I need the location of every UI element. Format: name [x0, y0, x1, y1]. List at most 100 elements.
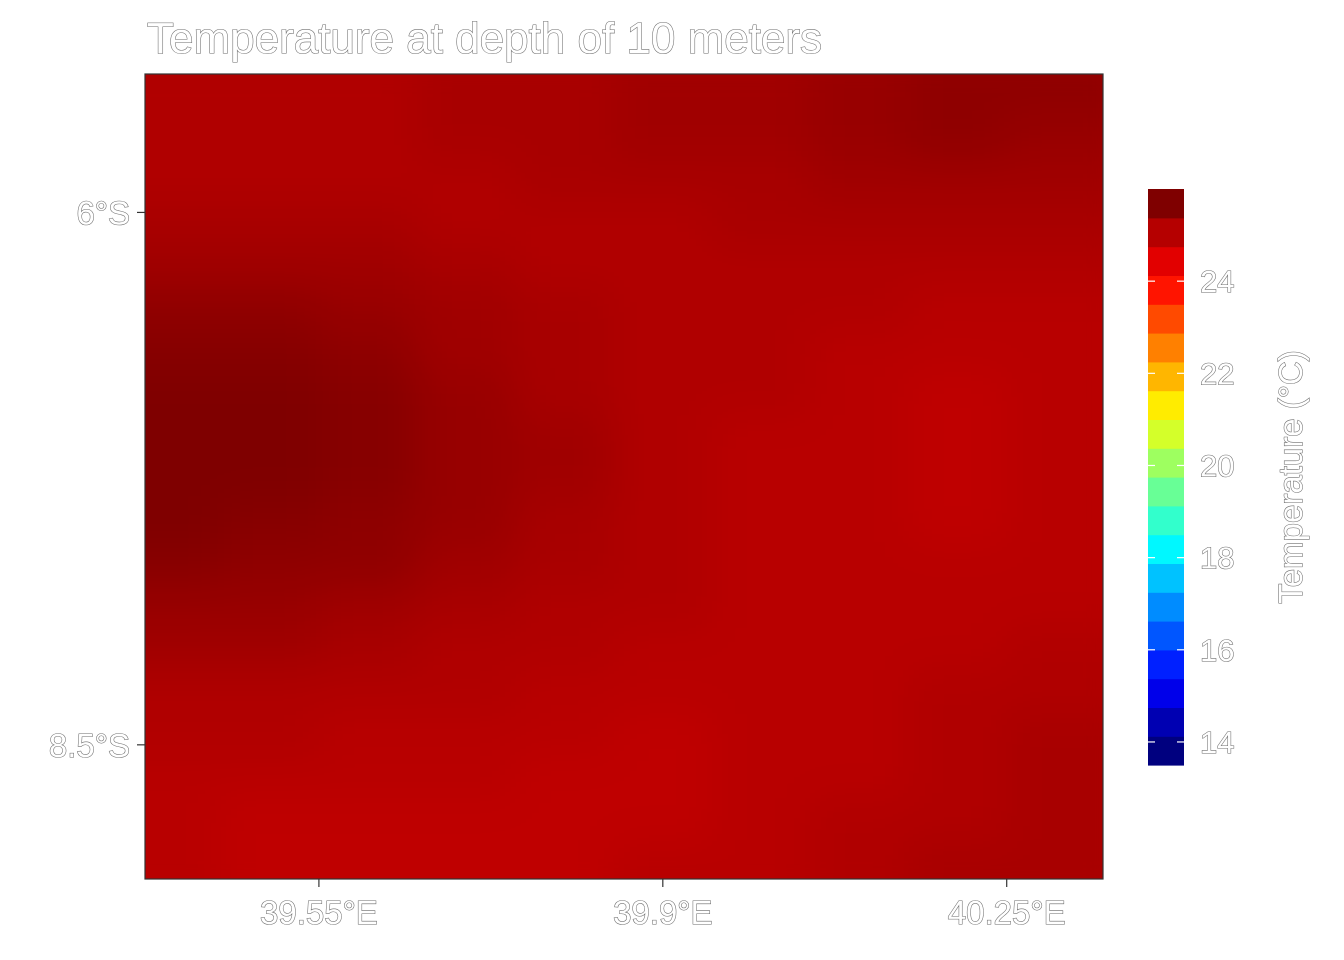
heatmap-cell: [810, 755, 910, 800]
heatmap-cell: [1006, 840, 1103, 879]
heatmap-cell: [1006, 116, 1103, 161]
heatmap-cell: [417, 244, 517, 288]
heatmap-cell: [417, 712, 517, 757]
legend-color-bar: [1148, 189, 1184, 766]
heatmap-cell: [613, 159, 713, 203]
heatmap-cell: [145, 712, 222, 757]
heatmap-cell: [515, 287, 615, 331]
legend-color-bin: [1148, 246, 1184, 276]
heatmap-cell: [318, 159, 419, 203]
legend-tick-label: 16: [1200, 633, 1234, 668]
legend-color-bin: [1148, 534, 1184, 564]
legend-color-bin: [1148, 217, 1184, 248]
heatmap-cell: [145, 372, 222, 416]
heatmap-smoothing: [145, 74, 1103, 879]
heatmap-cell: [1006, 372, 1103, 416]
heatmap-cell: [1006, 74, 1103, 118]
panel-border: [144, 73, 1104, 880]
legend-tick-label: 14: [1200, 725, 1234, 760]
heatmap-cell: [515, 585, 615, 629]
heatmap-cell: [417, 414, 517, 459]
heatmap-cell: [1006, 499, 1103, 544]
heatmap-cell: [145, 116, 222, 161]
heatmap-cell: [417, 457, 517, 501]
heatmap-cell: [613, 670, 713, 714]
heatmap-cell: [318, 670, 419, 714]
heatmap-cell: [220, 798, 320, 842]
heatmap-cell: [515, 798, 615, 842]
heatmap-cell: [145, 201, 222, 246]
heatmap-cell: [810, 414, 910, 459]
legend-color-bin: [1148, 419, 1184, 449]
heatmap-cell: [417, 798, 517, 842]
heatmap-cell: [908, 585, 1008, 629]
heatmap-cell: [711, 329, 812, 374]
heatmap-cell: [417, 74, 517, 118]
heatmap-cell: [1006, 201, 1103, 246]
heatmap-cell: [1006, 755, 1103, 800]
heatmap-cell: [908, 201, 1008, 246]
heatmap-cell: [515, 670, 615, 714]
heatmap-cell: [417, 755, 517, 800]
heatmap-cell: [613, 244, 713, 288]
heatmap-cell: [318, 414, 419, 459]
heatmap-cell: [417, 585, 517, 629]
heatmap-cell: [318, 74, 419, 118]
heatmap-cell: [613, 755, 713, 800]
heatmap-cell: [1006, 287, 1103, 331]
heatmap-cell: [145, 414, 222, 459]
heatmap-cell: [145, 798, 222, 842]
heatmap-cell: [220, 542, 320, 587]
heatmap-cell: [810, 840, 910, 879]
heatmap-cell: [908, 74, 1008, 118]
legend-color-bin: [1148, 304, 1184, 334]
heatmap-cell: [220, 457, 320, 501]
y-tick-label: 8.5°S: [49, 727, 130, 764]
heatmap-cell: [810, 670, 910, 714]
heatmap-cell: [613, 116, 713, 161]
heatmap-cell: [613, 329, 713, 374]
heatmap-cell: [220, 712, 320, 757]
heatmap-cell: [810, 627, 910, 672]
heatmap-cell: [613, 201, 713, 246]
heatmap-cell: [145, 627, 222, 672]
heatmap-cell: [613, 74, 713, 118]
heatmap-cell: [318, 712, 419, 757]
heatmap-cell: [711, 670, 812, 714]
legend-tick-label: 18: [1200, 541, 1234, 576]
heatmap-cell: [1006, 329, 1103, 374]
heatmap-cell: [417, 670, 517, 714]
legend-color-bin: [1148, 361, 1184, 392]
heatmap-cell: [711, 712, 812, 757]
heatmap-cell: [810, 201, 910, 246]
heatmap-cell: [220, 201, 320, 246]
heatmap-cell: [318, 627, 419, 672]
legend-color-bin: [1148, 333, 1184, 363]
heatmap-cell: [145, 542, 222, 587]
heatmap-cell: [417, 201, 517, 246]
heatmap-cell: [711, 840, 812, 879]
heatmap-cell: [220, 329, 320, 374]
heatmap-cell: [613, 712, 713, 757]
heatmap-cell: [417, 542, 517, 587]
heatmap-cell: [1006, 627, 1103, 672]
heatmap-cell: [613, 287, 713, 331]
heatmap-cell: [145, 755, 222, 800]
heatmap-cell: [810, 329, 910, 374]
heatmap-cell: [515, 329, 615, 374]
x-tick-label: 40.25°E: [948, 894, 1066, 931]
heatmap-cell: [515, 499, 615, 544]
heatmap-cell: [515, 372, 615, 416]
heatmap-cell: [711, 74, 812, 118]
heatmap-cell: [711, 372, 812, 416]
heatmap-cell: [145, 457, 222, 501]
legend-color-bin: [1148, 505, 1184, 536]
heatmap-cell: [220, 499, 320, 544]
heatmap-panel: [144, 73, 1104, 880]
heatmap-cell: [1006, 798, 1103, 842]
heatmap-cell: [613, 627, 713, 672]
y-axis: 6°S 8.5°S: [48, 194, 145, 764]
heatmap-cell: [908, 670, 1008, 714]
legend-color-bin: [1148, 275, 1184, 305]
